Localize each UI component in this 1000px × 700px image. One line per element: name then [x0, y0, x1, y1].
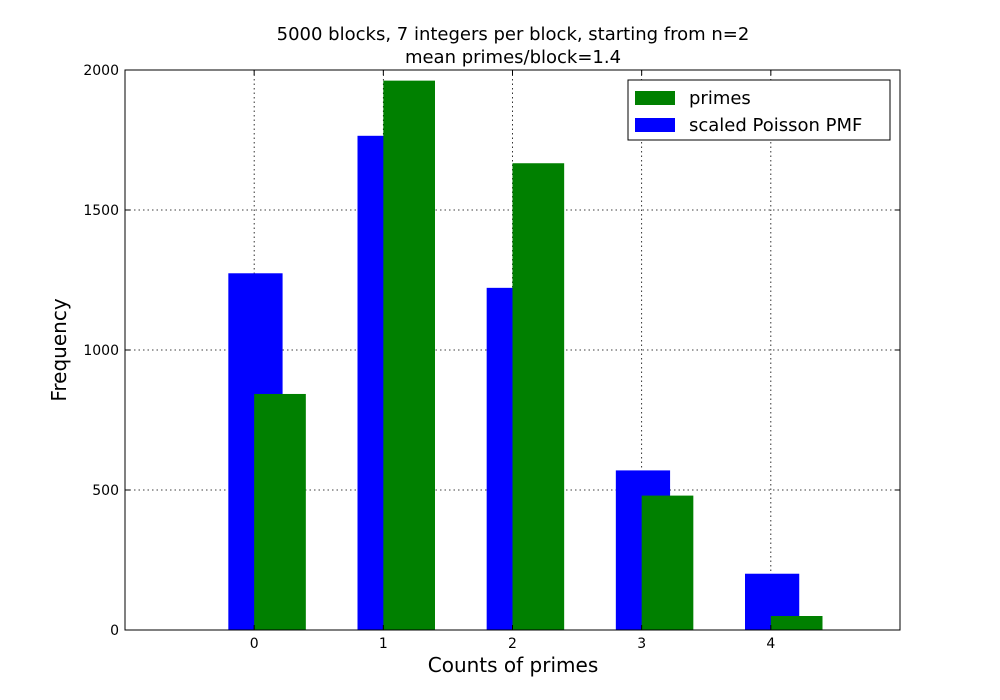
chart-subtitle: mean primes/block=1.4: [405, 47, 621, 68]
bars: [228, 80, 823, 631]
y-tick-label: 1000: [83, 343, 119, 359]
legend-swatch: [635, 118, 675, 132]
bar-primes-2: [512, 163, 565, 631]
x-axis-label: Counts of primes: [428, 653, 599, 677]
y-tick-label: 1500: [83, 203, 119, 219]
legend: primes scaled Poisson PMF: [627, 79, 891, 141]
legend-swatch: [635, 91, 675, 105]
bar-primes-4: [770, 616, 823, 630]
bar-primes-3: [641, 495, 694, 630]
x-tick-label: 1: [379, 636, 388, 652]
y-tick-label: 2000: [83, 63, 119, 79]
chart-title: 5000 blocks, 7 integers per block, start…: [277, 24, 750, 45]
x-tick-label: 2: [508, 636, 517, 652]
x-tick-label: 0: [250, 636, 259, 652]
bar-primes-0: [254, 393, 306, 630]
y-axis-label: Frequency: [47, 298, 71, 401]
bar-primes-1: [383, 80, 435, 630]
legend-label: primes: [689, 88, 751, 109]
legend-label: scaled Poisson PMF: [689, 115, 862, 136]
x-tick-label: 3: [637, 636, 646, 652]
ticks: 0 1 2 3 4 0 500 1000 1500 2000: [83, 63, 900, 652]
y-tick-label: 0: [110, 623, 119, 639]
x-tick-label: 4: [766, 636, 775, 652]
y-tick-label: 500: [92, 483, 119, 499]
